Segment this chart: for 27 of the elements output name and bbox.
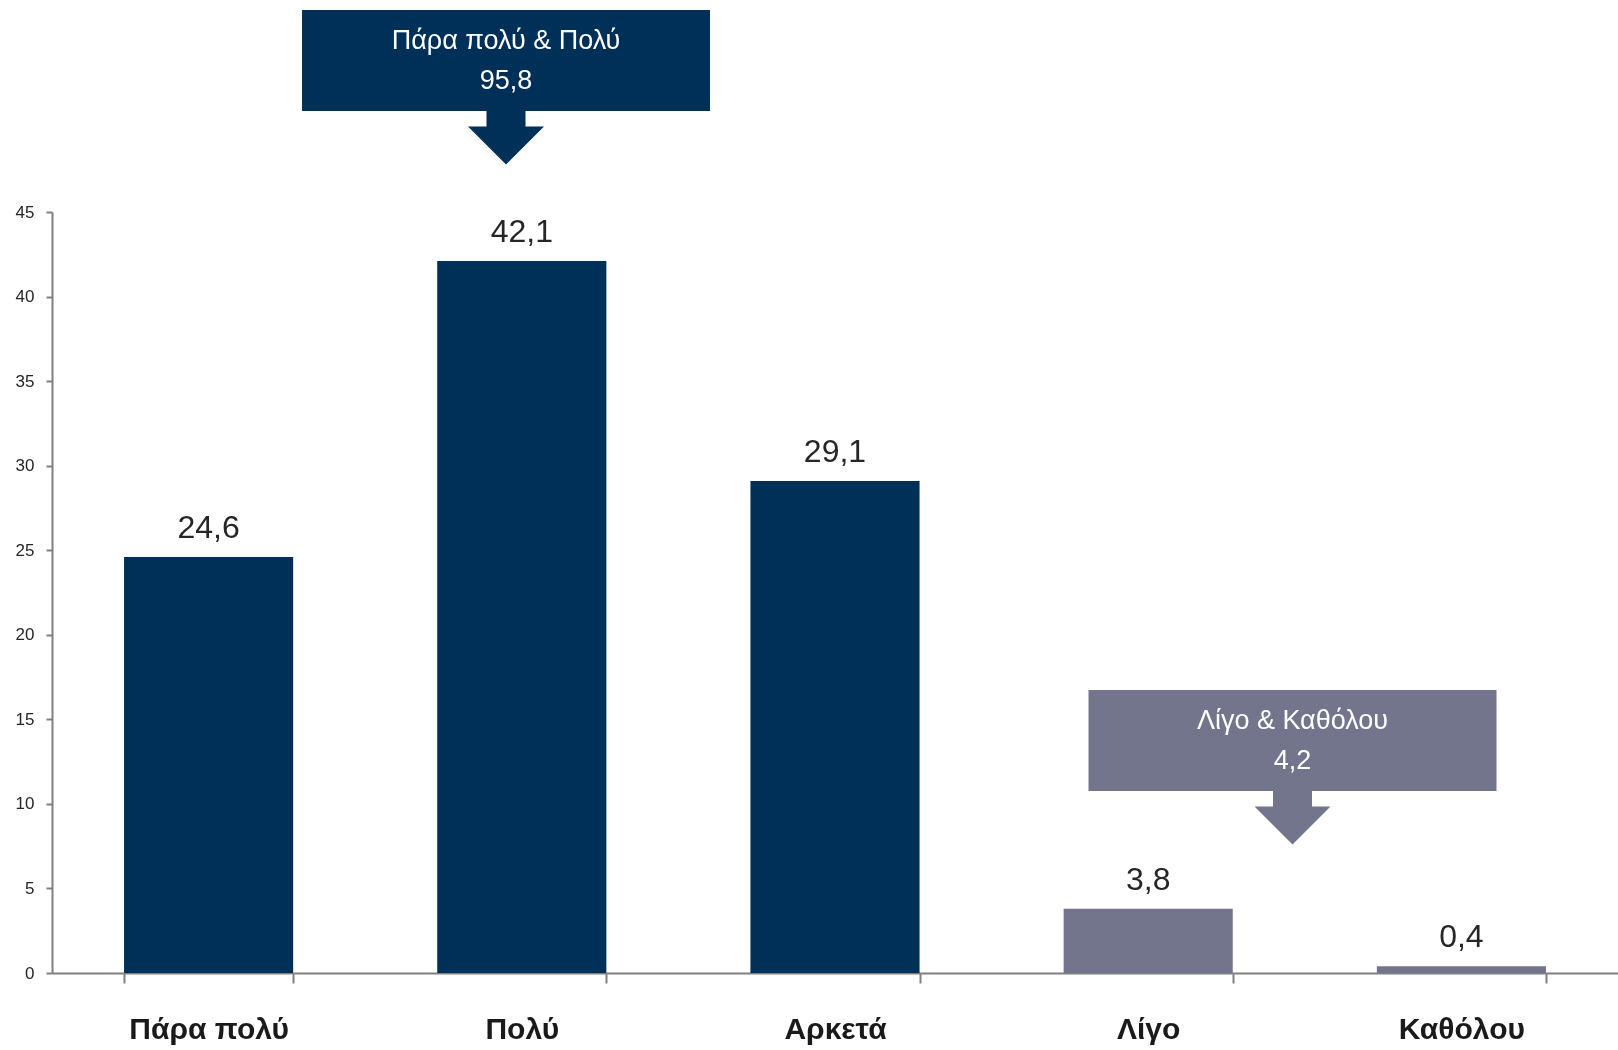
data-label: 42,1 (490, 213, 553, 250)
y-tick-label: 0 (25, 963, 35, 983)
y-tick-label: 5 (25, 878, 35, 898)
text: Πάρα πολύ & Πολύ 95,8 (391, 24, 621, 95)
bar (124, 556, 294, 973)
bar (1376, 966, 1546, 973)
y-tick-label: 10 (15, 794, 35, 814)
bar (437, 261, 607, 973)
y-tick-label: 20 (15, 625, 35, 645)
x-tick-label: Πάρα πολύ (129, 1011, 289, 1045)
y-tick-label: 45 (15, 202, 35, 222)
y-tick-label: 25 (15, 540, 35, 560)
y-tick-label: 35 (15, 371, 35, 391)
bar (750, 480, 920, 973)
data-label: 24,6 (177, 508, 240, 545)
annotation: Λίγο & Καθόλου 4,2 (1196, 704, 1389, 775)
x-tick-label: Αρκετά (784, 1011, 888, 1045)
y-tick-label: 40 (15, 287, 35, 307)
x-tick-label: Πολύ (485, 1011, 560, 1045)
x-tick-label: Λίγο (1117, 1011, 1181, 1045)
bar (1063, 908, 1233, 973)
x-tick-label: Καθόλου (1398, 1011, 1525, 1045)
data-label: 0,4 (1439, 918, 1484, 955)
data-label: 29,1 (803, 432, 867, 469)
data-label: 3,8 (1125, 860, 1171, 897)
y-tick-label: 30 (15, 456, 35, 476)
y-tick-label: 15 (15, 709, 35, 729)
